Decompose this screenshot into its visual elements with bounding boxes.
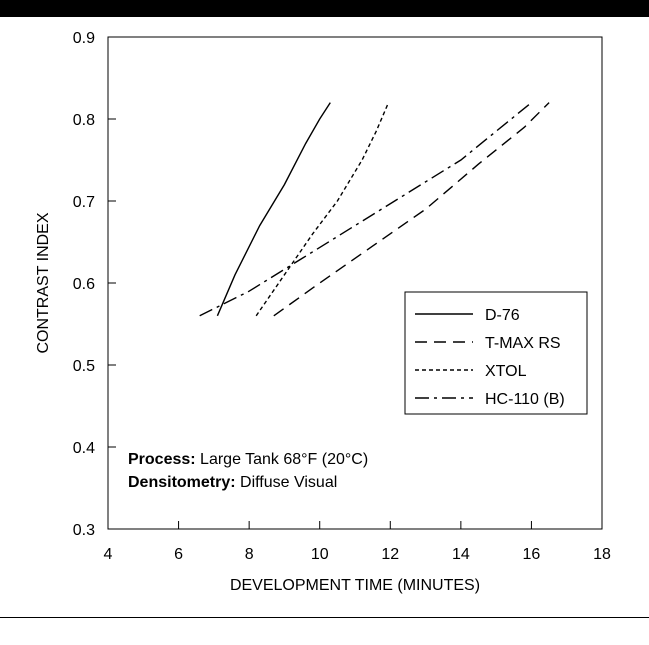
x-tick-label: 14 bbox=[452, 546, 470, 563]
footer-rule bbox=[0, 617, 649, 618]
y-tick-label: 0.4 bbox=[73, 440, 95, 457]
series-line-d-76 bbox=[216, 102, 331, 317]
series-line-hc-110-b bbox=[199, 102, 532, 317]
process-label: Process: bbox=[128, 451, 196, 468]
x-tick-label: 6 bbox=[174, 546, 183, 563]
legend-label: T-MAX RS bbox=[485, 335, 561, 352]
y-axis-label: CONTRAST INDEX bbox=[35, 212, 52, 353]
y-tick-label: 0.3 bbox=[73, 522, 95, 539]
series-line-xtol bbox=[255, 102, 390, 317]
x-axis-label: DEVELOPMENT TIME (MINUTES) bbox=[230, 577, 480, 594]
y-tick-label: 0.6 bbox=[73, 276, 95, 293]
x-tick-label: 8 bbox=[245, 546, 254, 563]
x-tick-label: 4 bbox=[104, 546, 113, 563]
process-annotation: Process: Large Tank 68°F (20°C) Densitom… bbox=[128, 451, 368, 491]
legend-label: HC-110 (B) bbox=[485, 391, 565, 408]
x-tick-label: 16 bbox=[523, 546, 541, 563]
densitometry-label: Densitometry: bbox=[128, 474, 236, 491]
legend-box bbox=[404, 291, 588, 415]
series-lines bbox=[199, 102, 550, 317]
densitometry-note: Densitometry: Diffuse Visual bbox=[128, 474, 337, 491]
process-note: Process: Large Tank 68°F (20°C) bbox=[128, 451, 368, 468]
legend: D-76 T-MAX RS XTOL HC-110 (B) bbox=[404, 291, 588, 415]
x-tick-label: 10 bbox=[311, 546, 329, 563]
axis-ticks: 4 6 8 10 12 14 16 18 0.3 0.4 0.5 0.6 0.7 0.8 0.9 bbox=[73, 30, 611, 563]
y-tick-label: 0.8 bbox=[73, 112, 95, 129]
legend-label: XTOL bbox=[485, 363, 527, 380]
y-tick-label: 0.7 bbox=[73, 194, 95, 211]
legend-label: D-76 bbox=[485, 307, 520, 324]
x-tick-label: 12 bbox=[381, 546, 399, 563]
x-tick-label: 18 bbox=[593, 546, 611, 563]
header-bar bbox=[0, 0, 649, 17]
y-tick-label: 0.9 bbox=[73, 30, 95, 47]
process-value: Large Tank 68°F (20°C) bbox=[196, 451, 369, 468]
densitometry-value: Diffuse Visual bbox=[236, 474, 338, 491]
series-line-t-max-rs bbox=[273, 102, 550, 317]
y-tick-label: 0.5 bbox=[73, 358, 95, 375]
